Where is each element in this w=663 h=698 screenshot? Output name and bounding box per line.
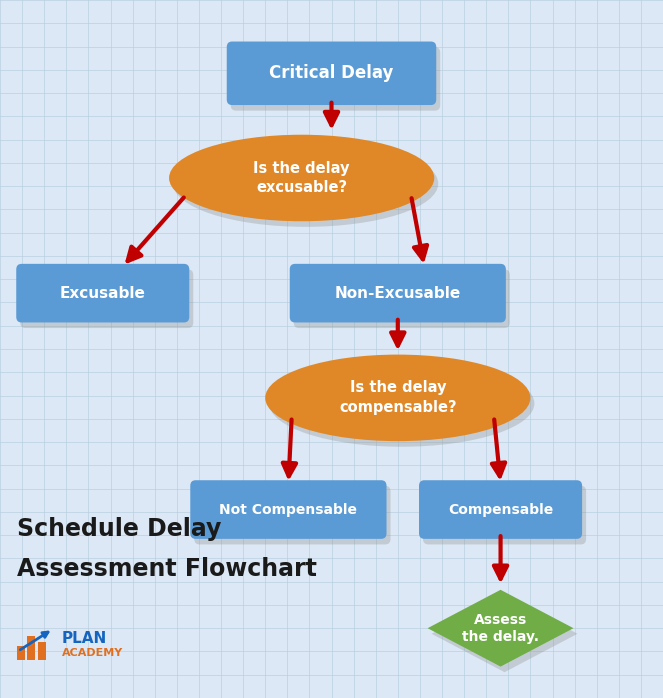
Bar (27, 636, 35, 660)
Polygon shape (428, 590, 573, 667)
FancyBboxPatch shape (290, 264, 506, 322)
FancyBboxPatch shape (20, 269, 194, 328)
FancyBboxPatch shape (190, 480, 387, 539)
FancyBboxPatch shape (419, 480, 582, 539)
Text: PLAN: PLAN (62, 631, 107, 646)
Bar (17, 646, 25, 660)
FancyBboxPatch shape (231, 47, 440, 111)
Text: Assess
the delay.: Assess the delay. (462, 613, 539, 644)
Ellipse shape (265, 355, 530, 441)
FancyBboxPatch shape (16, 264, 190, 322)
Text: Is the delay
excusable?: Is the delay excusable? (253, 161, 350, 195)
Text: Non-Excusable: Non-Excusable (335, 285, 461, 301)
Bar (38, 642, 46, 660)
Text: Compensable: Compensable (448, 503, 553, 517)
Ellipse shape (173, 140, 438, 227)
FancyBboxPatch shape (194, 486, 391, 544)
FancyBboxPatch shape (423, 486, 586, 544)
Text: Excusable: Excusable (60, 285, 146, 301)
Text: ACADEMY: ACADEMY (62, 648, 123, 658)
FancyBboxPatch shape (227, 42, 436, 105)
Text: Is the delay
compensable?: Is the delay compensable? (339, 380, 457, 415)
Polygon shape (432, 595, 577, 672)
Text: Assessment Flowchart: Assessment Flowchart (17, 557, 316, 581)
Ellipse shape (169, 135, 434, 221)
FancyBboxPatch shape (294, 269, 510, 328)
Text: Schedule Delay: Schedule Delay (17, 517, 221, 541)
Text: Critical Delay: Critical Delay (269, 64, 394, 82)
Ellipse shape (269, 360, 534, 447)
Text: Not Compensable: Not Compensable (219, 503, 357, 517)
